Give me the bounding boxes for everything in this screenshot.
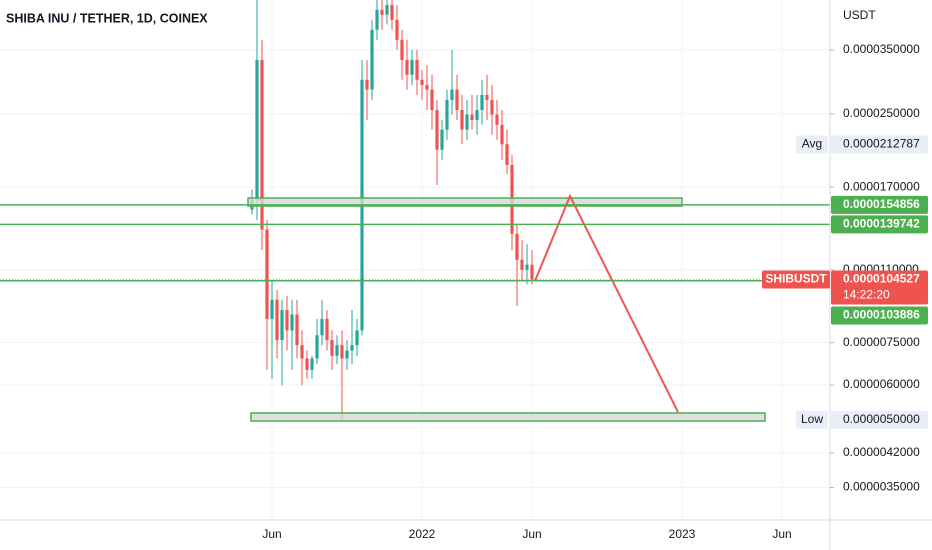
candle-body (490, 99, 494, 115)
candle-body (465, 114, 469, 130)
y-tick-label: 0.0000250000 (843, 106, 920, 120)
candle-body (255, 59, 259, 200)
currency-label: USDT (843, 8, 876, 22)
candle-body (500, 124, 504, 145)
y-tick-label: 0.0000075000 (843, 335, 920, 349)
candle-body (395, 19, 399, 40)
candle-body (425, 84, 429, 90)
candle-body (290, 314, 294, 331)
x-tick-label: 2023 (669, 527, 696, 541)
y-tick-label: 0.0000042000 (843, 445, 920, 459)
candle-body (320, 318, 324, 336)
candle-body (440, 129, 444, 150)
candle-body (515, 233, 519, 260)
level-label: 0.0000154856 (843, 197, 920, 211)
marker-box (796, 135, 828, 154)
candle-body (280, 310, 284, 341)
candle-body (435, 110, 439, 150)
candle-body (380, 9, 384, 15)
x-tick-label: Jun (262, 527, 281, 541)
candle-body (285, 310, 289, 331)
candle-body (355, 330, 359, 346)
candle-body (445, 99, 449, 130)
candle-body (295, 314, 299, 346)
countdown-label: 14:22:20 (843, 288, 890, 302)
candle-body (335, 345, 339, 356)
candle-body (400, 39, 404, 60)
candle-body (315, 335, 319, 359)
y-tick-label: 0.0000170000 (843, 179, 920, 193)
marker-value-box (831, 410, 928, 429)
level-label-box (831, 306, 928, 325)
candle-body (260, 59, 264, 230)
candle-body (405, 59, 409, 75)
axis: 0.0000350000 0.0000250000 0.0000170000 0.00… (262, 42, 928, 541)
candle-body (330, 340, 334, 356)
candle-body (350, 345, 354, 351)
chart-title: SHIBA INU / TETHER, 1D, COINEX (6, 11, 208, 25)
candle-body (310, 358, 314, 370)
candle-body (415, 59, 419, 80)
candle-body (365, 79, 369, 90)
x-tick-label: Jun (522, 527, 541, 541)
symbol-label: SHIBUSDT (765, 272, 827, 286)
levels (0, 204, 830, 282)
zone (247, 197, 683, 207)
candle-body (275, 299, 279, 341)
candle-body (420, 79, 424, 85)
candle-body (370, 29, 374, 90)
candle-body (265, 229, 269, 319)
marker-box (796, 410, 828, 429)
marker-value-box (831, 135, 928, 154)
last-price-box (831, 270, 928, 305)
candle-body (520, 259, 524, 270)
projection-line (534, 193, 679, 413)
candle-body (430, 89, 434, 111)
candle-body (270, 299, 274, 319)
candle-body (300, 345, 304, 359)
candle-body (385, 5, 389, 15)
zone (250, 412, 766, 422)
candle-body (485, 95, 489, 100)
candle-body (450, 89, 454, 100)
candle-body (305, 358, 309, 370)
candle-body (345, 350, 349, 359)
candle-body (325, 318, 329, 341)
x-tick-label: Jun (772, 527, 791, 541)
last-price-label: 0.0000104527 (843, 272, 920, 286)
level-label-box (831, 215, 928, 234)
y-tick-label: 0.0000060000 (843, 377, 920, 391)
candle-body (470, 114, 474, 120)
candle-body (530, 264, 534, 280)
candle-body (495, 114, 499, 125)
candle-body (455, 89, 459, 111)
candle-body (390, 5, 394, 20)
candle-body (375, 9, 379, 30)
candle-body (410, 59, 414, 75)
drawings (247, 193, 766, 422)
level-label-box (831, 195, 928, 214)
y-tick-label: 0.0000350000 (843, 42, 920, 56)
candle-body (480, 95, 484, 111)
y-tick-label: 0.0000035000 (843, 480, 920, 494)
level-label: 0.0000103886 (843, 308, 920, 322)
candle-body (340, 345, 344, 359)
candle-body (505, 144, 509, 165)
x-tick-label: 2022 (409, 527, 436, 541)
marker-value: 0.0000212787 (843, 137, 920, 151)
candle-body (525, 264, 529, 270)
symbol-box (762, 270, 830, 289)
candle-body (475, 110, 479, 120)
marker-name: Low (801, 412, 823, 426)
candle-body (460, 110, 464, 130)
marker-name: Avg (802, 137, 822, 151)
level-label: 0.0000139742 (843, 217, 920, 231)
marker-value: 0.0000050000 (843, 412, 920, 426)
